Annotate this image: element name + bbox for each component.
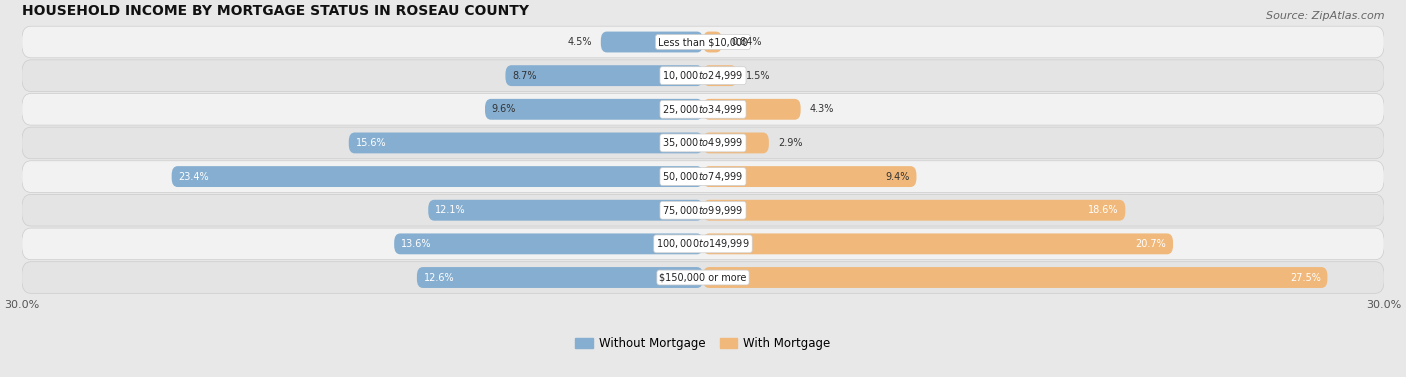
Text: 1.5%: 1.5% xyxy=(747,70,770,81)
Text: $150,000 or more: $150,000 or more xyxy=(659,273,747,282)
FancyBboxPatch shape xyxy=(703,200,1125,221)
FancyBboxPatch shape xyxy=(21,161,1385,192)
Text: $10,000 to $24,999: $10,000 to $24,999 xyxy=(662,69,744,82)
Text: 9.4%: 9.4% xyxy=(886,172,910,182)
FancyBboxPatch shape xyxy=(485,99,703,120)
Text: $75,000 to $99,999: $75,000 to $99,999 xyxy=(662,204,744,217)
FancyBboxPatch shape xyxy=(703,99,800,120)
FancyBboxPatch shape xyxy=(21,195,1385,226)
Text: 9.6%: 9.6% xyxy=(492,104,516,114)
Text: 18.6%: 18.6% xyxy=(1088,205,1119,215)
Text: 8.7%: 8.7% xyxy=(512,70,537,81)
Text: $50,000 to $74,999: $50,000 to $74,999 xyxy=(662,170,744,183)
Text: 4.5%: 4.5% xyxy=(567,37,592,47)
Text: $35,000 to $49,999: $35,000 to $49,999 xyxy=(662,136,744,149)
Text: 0.84%: 0.84% xyxy=(731,37,762,47)
Text: $100,000 to $149,999: $100,000 to $149,999 xyxy=(657,238,749,250)
Text: 12.1%: 12.1% xyxy=(434,205,465,215)
FancyBboxPatch shape xyxy=(349,132,703,153)
FancyBboxPatch shape xyxy=(703,65,737,86)
Text: 13.6%: 13.6% xyxy=(401,239,432,249)
FancyBboxPatch shape xyxy=(703,267,1327,288)
FancyBboxPatch shape xyxy=(172,166,703,187)
Text: 20.7%: 20.7% xyxy=(1136,239,1166,249)
Text: HOUSEHOLD INCOME BY MORTGAGE STATUS IN ROSEAU COUNTY: HOUSEHOLD INCOME BY MORTGAGE STATUS IN R… xyxy=(21,4,529,18)
Text: 27.5%: 27.5% xyxy=(1289,273,1320,282)
FancyBboxPatch shape xyxy=(429,200,703,221)
FancyBboxPatch shape xyxy=(418,267,703,288)
FancyBboxPatch shape xyxy=(703,132,769,153)
FancyBboxPatch shape xyxy=(703,233,1173,254)
Legend: Without Mortgage, With Mortgage: Without Mortgage, With Mortgage xyxy=(575,337,831,350)
FancyBboxPatch shape xyxy=(600,32,703,52)
Text: Source: ZipAtlas.com: Source: ZipAtlas.com xyxy=(1267,11,1385,21)
Text: Less than $10,000: Less than $10,000 xyxy=(658,37,748,47)
Text: 23.4%: 23.4% xyxy=(179,172,209,182)
FancyBboxPatch shape xyxy=(21,228,1385,260)
FancyBboxPatch shape xyxy=(394,233,703,254)
FancyBboxPatch shape xyxy=(505,65,703,86)
Text: 12.6%: 12.6% xyxy=(423,273,454,282)
FancyBboxPatch shape xyxy=(21,26,1385,58)
FancyBboxPatch shape xyxy=(21,127,1385,159)
Text: $25,000 to $34,999: $25,000 to $34,999 xyxy=(662,103,744,116)
Text: 15.6%: 15.6% xyxy=(356,138,387,148)
FancyBboxPatch shape xyxy=(21,262,1385,293)
Text: 4.3%: 4.3% xyxy=(810,104,834,114)
FancyBboxPatch shape xyxy=(703,32,723,52)
FancyBboxPatch shape xyxy=(703,166,917,187)
FancyBboxPatch shape xyxy=(21,93,1385,125)
FancyBboxPatch shape xyxy=(21,60,1385,92)
Text: 2.9%: 2.9% xyxy=(778,138,803,148)
